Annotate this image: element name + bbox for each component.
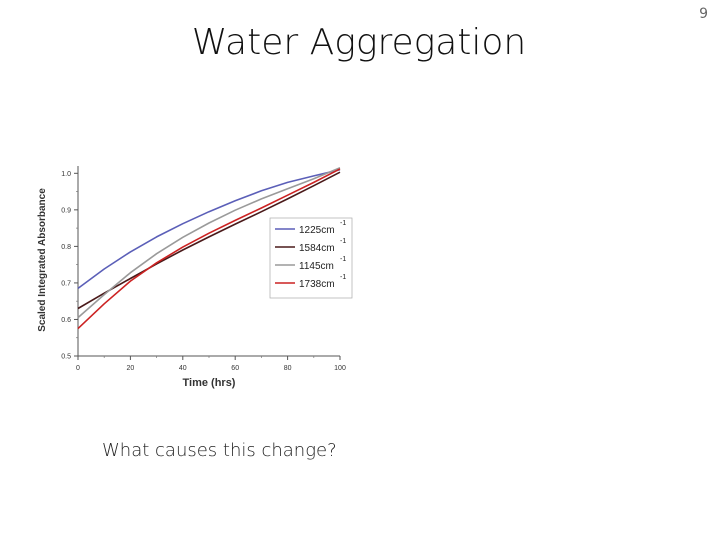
series-lines xyxy=(77,167,341,330)
y-tick-label: 0.8 xyxy=(61,244,71,251)
legend-box xyxy=(269,217,353,299)
legend-label-superscript: -1 xyxy=(340,274,346,281)
x-tick-label: 0 xyxy=(76,365,80,372)
y-tick-label: 0.6 xyxy=(61,317,71,324)
series-line-1584cm xyxy=(77,171,341,310)
slide-title: Water Aggregation xyxy=(191,22,527,63)
series-line-1738cm xyxy=(77,168,341,330)
legend: 1225cm -1 1584cm -1 1145cm -1 1738cm -1 xyxy=(269,217,353,299)
x-tick-label: 40 xyxy=(179,365,187,372)
series-line-1225cm xyxy=(77,168,341,290)
legend-label: 1225cm xyxy=(299,225,335,236)
legend-label: 1145cm xyxy=(299,261,334,272)
x-axis-label: Time (hrs) xyxy=(183,377,236,389)
x-tick-label: 100 xyxy=(334,365,346,372)
y-tick-label: 1.0 xyxy=(61,171,71,178)
legend-label-superscript: -1 xyxy=(340,238,346,245)
legend-label-superscript: -1 xyxy=(340,220,346,227)
legend-label: 1738cm xyxy=(299,279,335,290)
x-tick-label: 80 xyxy=(284,365,292,372)
page-number: 9 xyxy=(699,6,708,22)
line-chart: 0.5 0.6 0.7 0.8 0.9 1.0 0 20 40 60 80 100 Scaled I… xyxy=(37,166,353,389)
x-tick-label: 60 xyxy=(231,365,239,372)
x-tick-label: 20 xyxy=(127,365,135,372)
legend-label: 1584cm xyxy=(299,243,335,254)
legend-label-superscript: -1 xyxy=(340,256,346,263)
y-axis-ticks: 0.5 0.6 0.7 0.8 0.9 1.0 xyxy=(61,171,78,361)
y-tick-label: 0.9 xyxy=(61,207,71,214)
y-tick-label: 0.7 xyxy=(61,280,71,287)
caption: What causes this change? xyxy=(102,440,337,461)
y-tick-label: 0.5 xyxy=(61,354,71,361)
x-axis-ticks: 0 20 40 60 80 100 xyxy=(76,356,346,372)
series-line-1145cm xyxy=(77,167,341,319)
y-axis-label: Scaled Integrated Absorbance xyxy=(37,188,48,332)
